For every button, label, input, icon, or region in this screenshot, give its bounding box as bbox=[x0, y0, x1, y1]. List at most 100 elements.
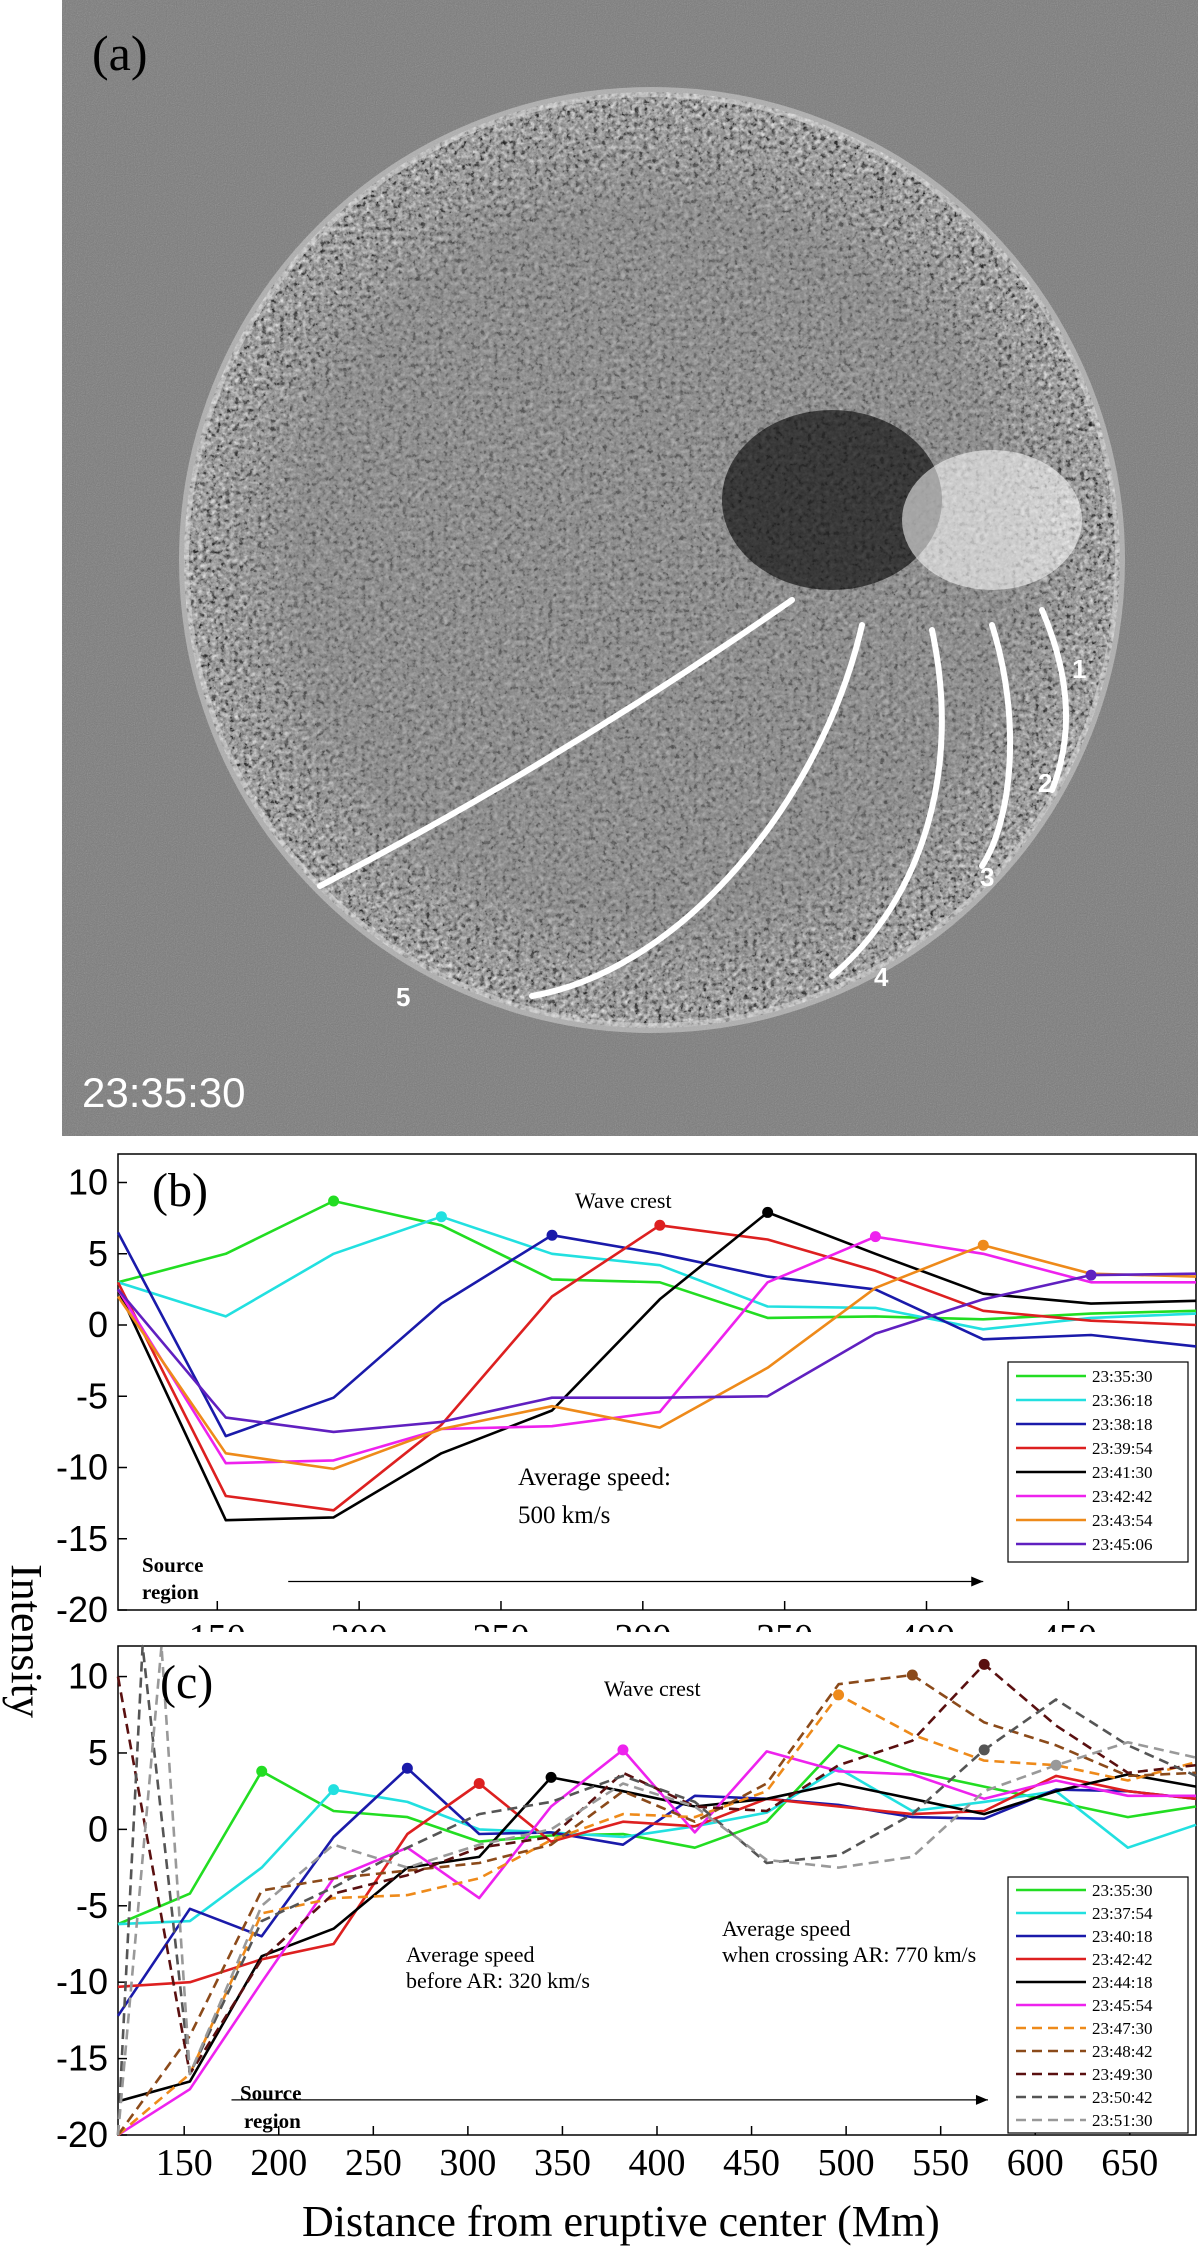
panel-a-timestamp: 23:35:30 bbox=[82, 1069, 246, 1116]
series-line-234842 bbox=[116, 1673, 1197, 2136]
y-tick-label: 5 bbox=[88, 1233, 108, 1274]
source-label-c-2: region bbox=[244, 2109, 301, 2133]
panel-a-label: (a) bbox=[92, 25, 148, 81]
y-ticks-b: 10 5 0 -5 -10 -15 -20 bbox=[56, 1162, 127, 1630]
series-line-235042 bbox=[116, 1644, 1197, 2136]
path-4 bbox=[529, 622, 865, 999]
legend-label: 23:51:30 bbox=[1092, 2111, 1152, 2130]
y-tick-label: -10 bbox=[56, 1961, 108, 2002]
series-line-234242 bbox=[117, 1774, 1197, 1989]
series-group-c bbox=[116, 1644, 1197, 2137]
crest-marker-234354 bbox=[977, 1239, 989, 1251]
x-tick-label: 400 bbox=[898, 1617, 955, 1632]
speed-label-b-1: Average speed: bbox=[518, 1464, 671, 1491]
x-tick-label: 300 bbox=[439, 2142, 496, 2184]
y-tick-label: -5 bbox=[76, 1375, 108, 1416]
x-tick-label: 350 bbox=[534, 2142, 591, 2184]
crest-marker-234730 bbox=[833, 1689, 845, 1701]
source-label-b-2: region bbox=[142, 1580, 199, 1604]
x-tick-label: 300 bbox=[614, 1617, 671, 1632]
y-tick-label: 10 bbox=[68, 1656, 108, 1697]
source-label-b-1: Source bbox=[142, 1553, 203, 1577]
arrow-head bbox=[971, 1576, 984, 1587]
series-line-234506 bbox=[117, 1272, 1197, 1434]
crest-marker-233530 bbox=[256, 1765, 268, 1777]
series-line-235130 bbox=[116, 1644, 1197, 2136]
series-line-233530 bbox=[117, 1199, 1197, 1321]
legend-label: 23:35:30 bbox=[1092, 1367, 1152, 1386]
crest-marker-234842 bbox=[906, 1669, 918, 1681]
y-axis-title-text: Intensity bbox=[2, 1564, 50, 1718]
crest-marker-233818 bbox=[546, 1229, 558, 1241]
legend-label: 23:47:30 bbox=[1092, 2019, 1152, 2038]
x-tick-label: 250 bbox=[345, 2142, 402, 2184]
path-3 bbox=[829, 627, 945, 979]
path-label-5: 5 bbox=[396, 982, 410, 1012]
propagation-arrow-c bbox=[231, 2094, 988, 2105]
panel-b-label: (b) bbox=[152, 1164, 208, 1217]
x-tick-label: 450 bbox=[723, 2142, 780, 2184]
crest-marker-233954 bbox=[654, 1219, 666, 1231]
series-line-233618 bbox=[117, 1215, 1197, 1331]
x-tick-label: 150 bbox=[156, 2142, 213, 2184]
source-label-c-1: Source bbox=[240, 2081, 301, 2105]
series-line-233754 bbox=[117, 1767, 1197, 1926]
series-line-234554 bbox=[117, 1748, 1196, 2137]
y-tick-label: 0 bbox=[88, 1808, 108, 1849]
legend-b: 23:35:30 23:36:18 23:38:18 23:39:54 23:41:30… bbox=[1007, 1361, 1189, 1563]
series-line-234130 bbox=[116, 1211, 1197, 1522]
x-tick-label: 550 bbox=[912, 2142, 969, 2184]
x-tick-label: 350 bbox=[756, 1617, 813, 1632]
x-tick-label: 650 bbox=[1101, 2142, 1158, 2184]
legend-label: 23:43:54 bbox=[1092, 1511, 1153, 1530]
legend-label: 23:50:42 bbox=[1092, 2088, 1152, 2107]
legend-label: 23:39:54 bbox=[1092, 1439, 1153, 1458]
wave-paths bbox=[317, 597, 1069, 999]
path-label-1: 1 bbox=[1072, 654, 1086, 684]
crest-marker-235130 bbox=[1050, 1759, 1062, 1771]
arrow-head bbox=[975, 2094, 988, 2105]
x-tick-label: 450 bbox=[1040, 1617, 1097, 1632]
legend-label: 23:42:42 bbox=[1092, 1950, 1152, 1969]
active-region bbox=[722, 410, 942, 590]
legend-label: 23:41:30 bbox=[1092, 1463, 1152, 1482]
panel-c-label: (c) bbox=[160, 1656, 213, 1709]
x-ticks-c: 150 200 250 300 350 400 450 500 550 600 650 bbox=[156, 2126, 1158, 2184]
series-line-234354 bbox=[116, 1243, 1197, 1471]
legend-label: 23:37:54 bbox=[1092, 1904, 1153, 1923]
sun-image-panel: 1 2 3 4 5 (a) 23:35:30 bbox=[62, 0, 1198, 1136]
x-tick-label: 500 bbox=[818, 2142, 875, 2184]
series-line-234730 bbox=[117, 1693, 1197, 2136]
legend-label: 23:49:30 bbox=[1092, 2065, 1152, 2084]
path-1 bbox=[1039, 607, 1069, 793]
legend-label: 23:42:42 bbox=[1092, 1487, 1152, 1506]
legend-label: 23:38:18 bbox=[1092, 1415, 1152, 1434]
crest-marker-234242 bbox=[869, 1231, 881, 1243]
path-label-4: 4 bbox=[874, 962, 889, 992]
wave-crest-label-b: Wave crest bbox=[575, 1188, 672, 1213]
series-group-b bbox=[116, 1195, 1197, 1522]
legend-label: 23:45:54 bbox=[1092, 1996, 1153, 2015]
legend-label: 23:48:42 bbox=[1092, 2042, 1152, 2061]
before-speed-label-2: before AR: 320 km/s bbox=[406, 1968, 590, 1993]
y-tick-label: -15 bbox=[56, 2038, 108, 2079]
y-tick-label: -5 bbox=[76, 1885, 108, 1926]
crest-marker-235042 bbox=[978, 1744, 990, 1756]
legend-box bbox=[1007, 1361, 1189, 1563]
path-5 bbox=[317, 597, 795, 889]
y-tick-label: 5 bbox=[88, 1732, 108, 1773]
legend-label: 23:45:06 bbox=[1092, 1535, 1152, 1554]
y-tick-label: -15 bbox=[56, 1518, 108, 1559]
before-speed-label-1: Average speed bbox=[406, 1942, 534, 1967]
chart-b: 10 5 0 -5 -10 -15 -20 150 200 250 300 350 400 450 (b… bbox=[56, 1153, 1197, 1632]
x-axis-title: Distance from eruptive center (Mm) bbox=[302, 2197, 940, 2246]
y-tick-label: 10 bbox=[68, 1162, 108, 1203]
x-tick-label: 600 bbox=[1007, 2142, 1064, 2184]
y-tick-label: 0 bbox=[88, 1304, 108, 1345]
x-tick-label: 200 bbox=[331, 1617, 388, 1632]
series-line-234418 bbox=[117, 1773, 1197, 2103]
sun-image: 1 2 3 4 5 (a) 23:35:30 bbox=[62, 0, 1198, 1136]
crest-marker-234554 bbox=[617, 1744, 629, 1756]
series-line-234242 bbox=[116, 1235, 1196, 1465]
crest-marker-234930 bbox=[978, 1658, 990, 1670]
